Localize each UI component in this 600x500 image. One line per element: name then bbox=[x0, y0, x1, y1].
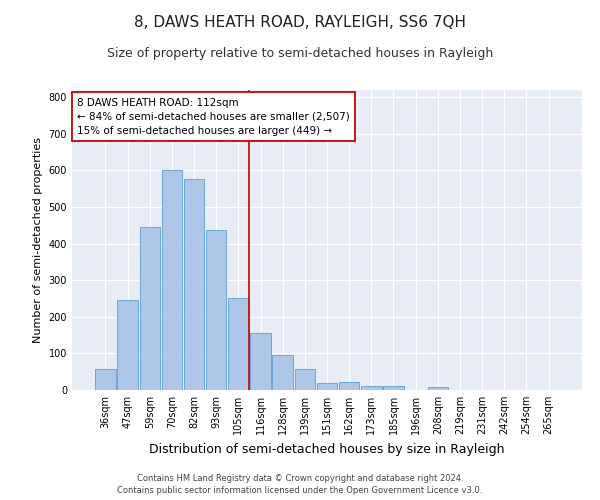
Bar bbox=[272, 354, 293, 390]
Bar bbox=[295, 369, 315, 390]
Bar bbox=[428, 388, 448, 390]
Bar bbox=[184, 179, 204, 390]
Y-axis label: Number of semi-detached properties: Number of semi-detached properties bbox=[33, 137, 43, 343]
Bar bbox=[228, 298, 248, 390]
Text: 8 DAWS HEATH ROAD: 112sqm
← 84% of semi-detached houses are smaller (2,507)
15% : 8 DAWS HEATH ROAD: 112sqm ← 84% of semi-… bbox=[77, 98, 350, 136]
Bar bbox=[317, 382, 337, 390]
Bar bbox=[383, 386, 404, 390]
Bar bbox=[95, 369, 116, 390]
Bar bbox=[339, 382, 359, 390]
Bar bbox=[361, 386, 382, 390]
Text: Contains HM Land Registry data © Crown copyright and database right 2024.
Contai: Contains HM Land Registry data © Crown c… bbox=[118, 474, 482, 495]
Text: 8, DAWS HEATH ROAD, RAYLEIGH, SS6 7QH: 8, DAWS HEATH ROAD, RAYLEIGH, SS6 7QH bbox=[134, 15, 466, 30]
Bar bbox=[206, 230, 226, 390]
Bar bbox=[140, 227, 160, 390]
Text: Size of property relative to semi-detached houses in Rayleigh: Size of property relative to semi-detach… bbox=[107, 48, 493, 60]
Bar bbox=[118, 300, 138, 390]
Bar bbox=[250, 332, 271, 390]
X-axis label: Distribution of semi-detached houses by size in Rayleigh: Distribution of semi-detached houses by … bbox=[149, 442, 505, 456]
Bar bbox=[161, 170, 182, 390]
